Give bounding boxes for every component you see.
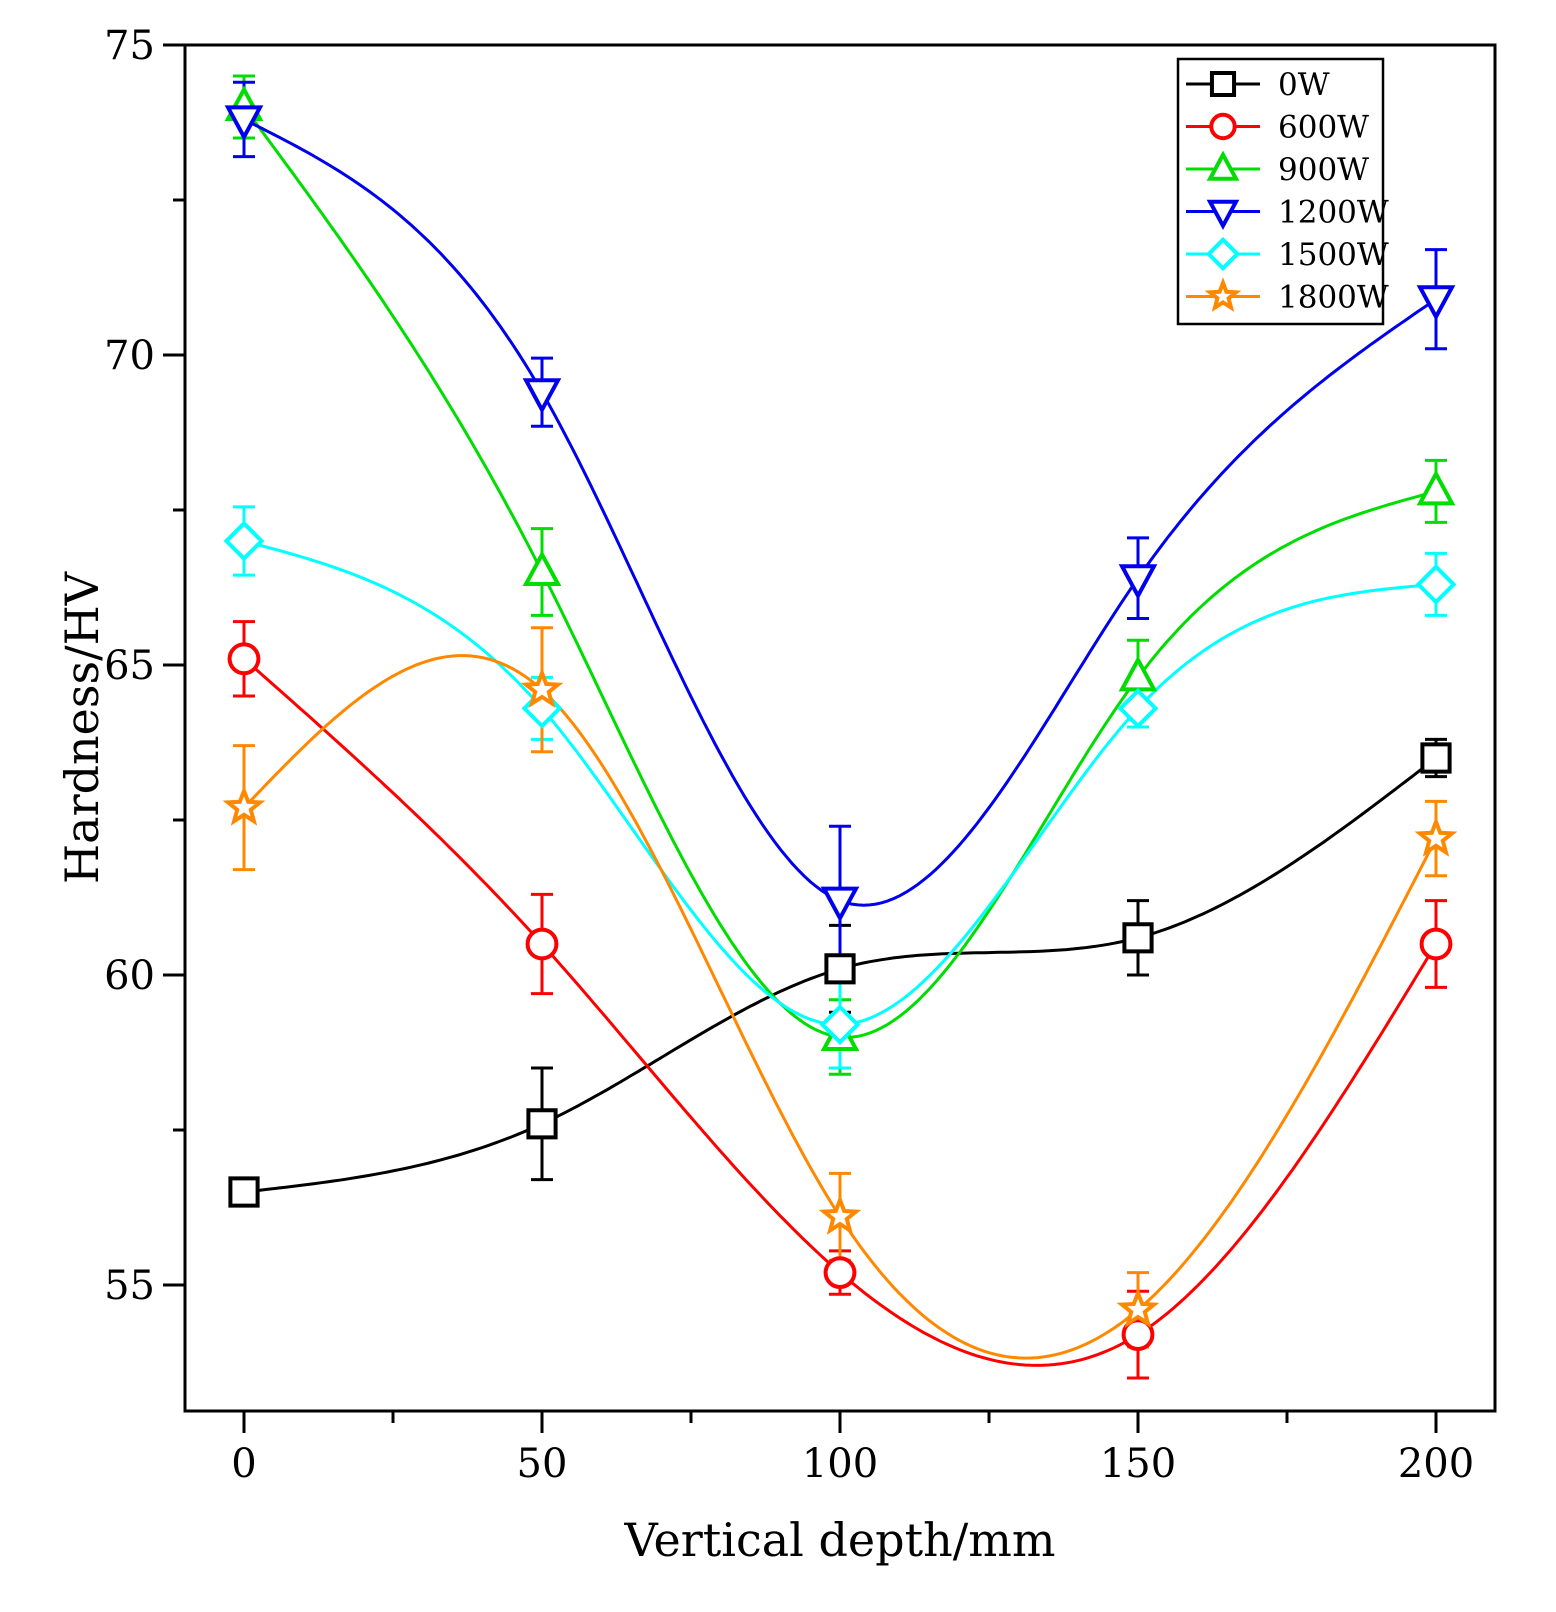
point-1200W — [1416, 285, 1456, 322]
legend-label-0W: 0W — [1278, 67, 1330, 103]
x-tick-label: 150 — [1100, 1441, 1176, 1487]
legend-marker-600W — [1209, 112, 1237, 141]
point-0W — [824, 953, 856, 985]
point-1200W — [820, 886, 860, 923]
x-axis-title: Vertical depth/mm — [624, 1513, 1056, 1567]
point-1500W — [1117, 687, 1159, 729]
point-0W — [228, 1176, 260, 1208]
point-1500W — [819, 1004, 861, 1046]
point-600W — [1419, 927, 1453, 961]
legend-label-900W: 900W — [1278, 152, 1369, 188]
legend-label-1500W: 1500W — [1278, 237, 1389, 273]
point-1200W — [522, 378, 562, 415]
legend-marker-0W — [1209, 70, 1237, 98]
legend-marker-1200W — [1206, 199, 1240, 231]
point-0W — [1122, 922, 1154, 954]
axis-ticks — [163, 43, 1438, 1433]
legend-marker-900W — [1206, 150, 1240, 181]
legend-label-600W: 600W — [1278, 110, 1369, 146]
point-600W — [823, 1256, 857, 1289]
data-markers — [222, 85, 1458, 1351]
point-900W — [1416, 469, 1456, 506]
y-tick-label: 60 — [104, 953, 155, 999]
y-tick-label: 70 — [104, 333, 155, 379]
y-tick-label: 55 — [104, 1263, 155, 1309]
point-1200W — [1118, 564, 1158, 601]
point-600W — [1121, 1318, 1155, 1351]
point-1800W — [1116, 1287, 1160, 1328]
legend-box — [1176, 57, 1385, 326]
point-1800W — [222, 785, 266, 826]
tick-labels: 0 50 100 150 200 55 60 65 70 75 — [104, 23, 1474, 1487]
y-tick-label: 75 — [104, 23, 155, 69]
legend-marker-1500W — [1205, 236, 1241, 272]
point-1800W — [520, 667, 564, 708]
point-600W — [227, 642, 261, 676]
point-1800W — [818, 1194, 862, 1235]
legend-marker-1800W — [1204, 277, 1242, 312]
x-tick-label: 50 — [517, 1441, 568, 1487]
x-tick-label: 0 — [231, 1441, 256, 1487]
point-900W — [522, 550, 562, 586]
x-tick-label: 100 — [802, 1441, 878, 1487]
legend: 0W 600W 900W 1200W 1500W 1800W — [1176, 57, 1389, 326]
point-1200W — [224, 105, 264, 142]
legend-label-1800W: 1800W — [1278, 280, 1389, 316]
point-600W — [525, 927, 559, 961]
y-tick-label: 65 — [104, 643, 155, 689]
point-0W — [526, 1108, 558, 1140]
legend-label-1200W: 1200W — [1278, 195, 1389, 231]
y-axis-title: Hardness/HV — [55, 571, 109, 884]
x-tick-label: 200 — [1398, 1441, 1474, 1487]
point-0W — [1420, 742, 1452, 774]
point-1500W — [1415, 563, 1457, 605]
point-1500W — [223, 520, 265, 562]
point-1800W — [1414, 816, 1458, 857]
